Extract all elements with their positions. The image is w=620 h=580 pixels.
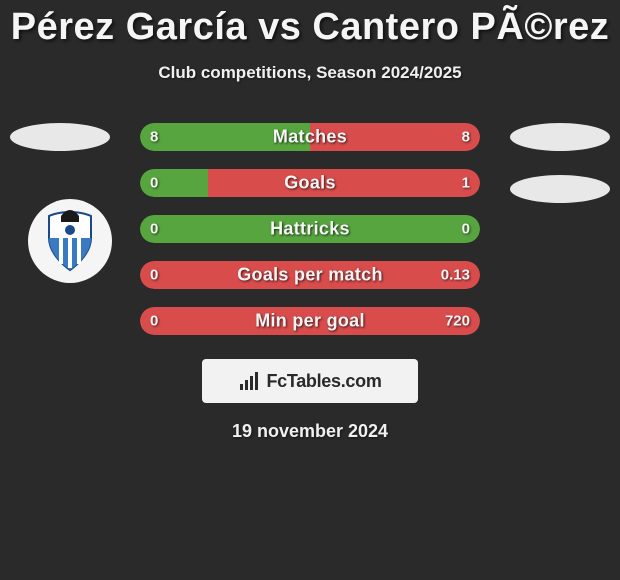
stat-bars: 88Matches 01Goals 00Hattricks 00.13Goals pe… (140, 123, 480, 353)
footer-date: 19 november 2024 (0, 421, 620, 442)
player-right-pill-1 (510, 123, 610, 151)
chart-icon (238, 370, 260, 392)
shield-icon (39, 210, 101, 272)
player-right-pill-2 (510, 175, 610, 203)
comparison-chart: 88Matches 01Goals 00Hattricks 00.13Goals pe… (0, 123, 620, 343)
stat-label: Matches (140, 127, 480, 148)
brand-label: FcTables.com (266, 371, 381, 392)
stat-label: Hattricks (140, 219, 480, 240)
stat-row: 00.13Goals per match (140, 261, 480, 289)
page-subtitle: Club competitions, Season 2024/2025 (0, 63, 620, 83)
stat-row: 01Goals (140, 169, 480, 197)
stat-row: 0720Min per goal (140, 307, 480, 335)
stat-row: 88Matches (140, 123, 480, 151)
club-badge-left (28, 199, 112, 283)
page-title: Pérez García vs Cantero PÃ©rez (0, 0, 620, 49)
stat-row: 00Hattricks (140, 215, 480, 243)
player-left-pill (10, 123, 110, 151)
stat-label: Goals (140, 173, 480, 194)
stat-label: Goals per match (140, 265, 480, 286)
brand-badge[interactable]: FcTables.com (202, 359, 418, 403)
stat-label: Min per goal (140, 311, 480, 332)
